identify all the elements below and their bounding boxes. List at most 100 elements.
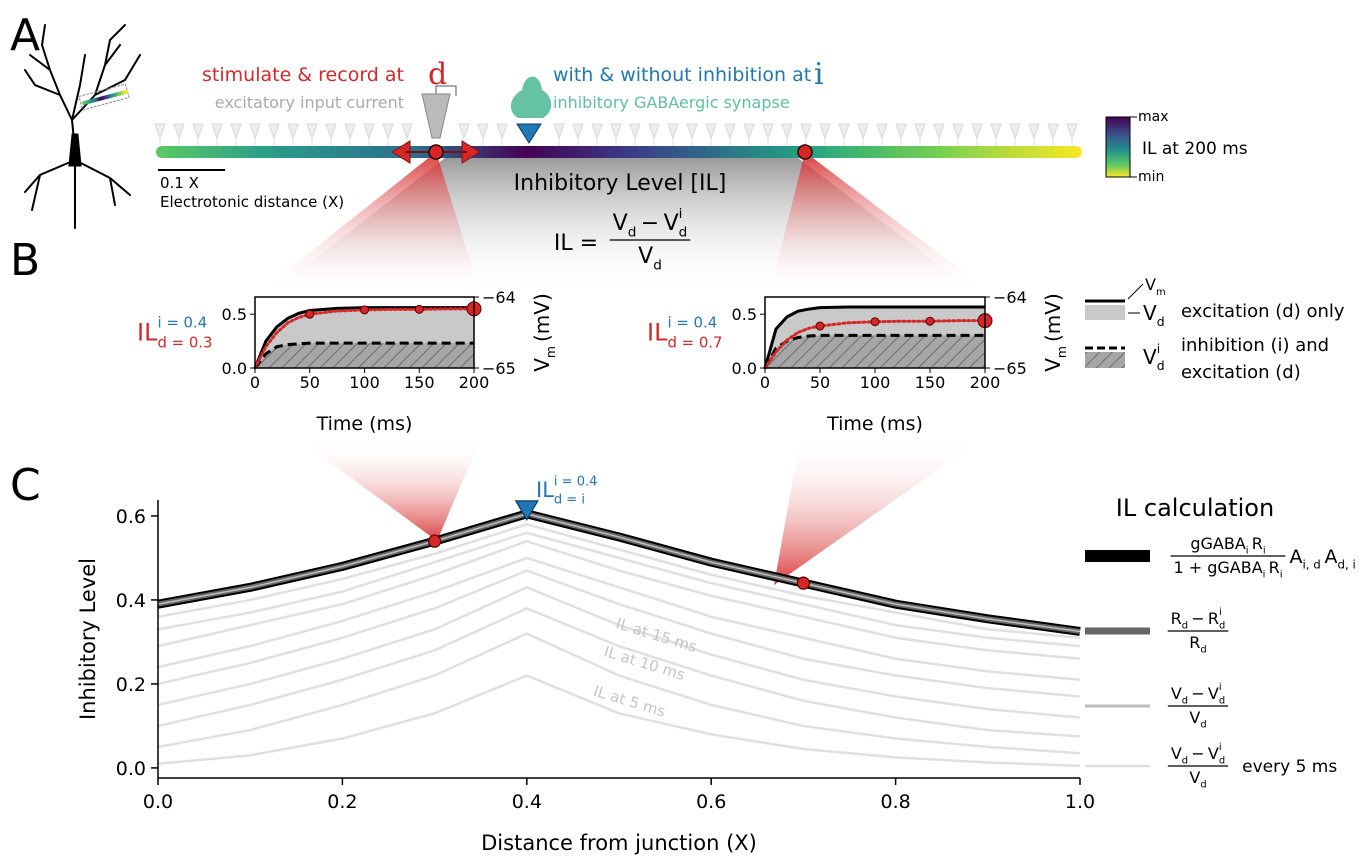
input-pin bbox=[1066, 123, 1078, 140]
math-text: V bbox=[530, 358, 554, 372]
x-tick-label: 150 bbox=[404, 373, 435, 392]
y-tick-label: 0.0 bbox=[116, 758, 146, 780]
math-text: V bbox=[1145, 275, 1156, 294]
math-subscript: m bbox=[1156, 287, 1166, 298]
math-subscript: d bbox=[1200, 645, 1206, 656]
y-axis-title: Inhibitory Level bbox=[76, 558, 100, 720]
y-tick-label: 0.2 bbox=[116, 674, 146, 696]
math-superscript: i bbox=[679, 206, 683, 222]
legend-formula-denominator: 1 + gGABAi Ri bbox=[1173, 558, 1282, 581]
line bbox=[253, 306, 474, 369]
x-tick-label: 0.2 bbox=[327, 791, 357, 813]
math-text: A bbox=[1325, 546, 1338, 568]
math-text: − bbox=[1191, 609, 1204, 628]
math-subscript: d bbox=[1182, 756, 1188, 767]
input-pin bbox=[990, 123, 1002, 140]
math-text: V bbox=[613, 211, 628, 236]
gaba-synapse bbox=[510, 76, 552, 118]
input-pin bbox=[743, 123, 755, 140]
zoom-funnel bbox=[774, 440, 980, 585]
y-tick-label: 0.4 bbox=[116, 590, 146, 612]
math-superscript: i bbox=[1219, 742, 1222, 753]
colorbar-min: min bbox=[1138, 169, 1164, 185]
x-tick-label: 50 bbox=[300, 373, 320, 392]
input-pin bbox=[192, 123, 204, 140]
math-subscript: m bbox=[1054, 346, 1069, 358]
line bbox=[253, 341, 474, 369]
input-pin bbox=[268, 123, 280, 140]
input-pin bbox=[819, 123, 831, 140]
cable bbox=[156, 146, 1082, 158]
input-pin bbox=[230, 123, 242, 140]
math-text: R bbox=[1171, 609, 1182, 628]
input-pin bbox=[249, 123, 261, 140]
input-pin bbox=[306, 123, 318, 140]
math-subscript: i bbox=[1263, 546, 1266, 557]
colorbar-max: max bbox=[1138, 109, 1169, 125]
formula-denominator: Vd bbox=[638, 244, 662, 274]
math-superscript: i = 0.4 bbox=[554, 474, 598, 489]
x-tick-label: 0.0 bbox=[143, 791, 173, 813]
x-tick-label: 0 bbox=[250, 373, 260, 392]
y-tick-label: 0.0 bbox=[222, 359, 247, 378]
input-pin bbox=[686, 123, 698, 140]
x-axis-title: Time (ms) bbox=[316, 413, 413, 435]
y-tick-label: 0.5 bbox=[732, 305, 757, 324]
math-subscript: d = 0.3 bbox=[157, 334, 212, 352]
math-subscript: d = 0.7 bbox=[667, 334, 722, 352]
math-subscript: d bbox=[1219, 756, 1225, 767]
math-superscript: i bbox=[1157, 341, 1160, 356]
d-label: d bbox=[428, 57, 447, 92]
input-pin bbox=[971, 123, 983, 140]
panel-label: C bbox=[10, 460, 41, 511]
math-subscript: d bbox=[653, 258, 662, 274]
math-text: V bbox=[1171, 684, 1182, 703]
y-tick-label: 0.0 bbox=[732, 359, 757, 378]
math-text: (mV) bbox=[530, 293, 554, 342]
math-text: − bbox=[641, 211, 659, 236]
input-pin bbox=[1047, 123, 1059, 140]
line bbox=[157, 586, 1081, 719]
math-subscript: d bbox=[1157, 358, 1165, 373]
math-text: V bbox=[1208, 684, 1219, 703]
math-subscript: i, d bbox=[1303, 558, 1321, 572]
input-pin bbox=[1028, 123, 1040, 140]
math-text: R bbox=[1269, 558, 1280, 577]
input-pin bbox=[781, 123, 793, 140]
math-text: 1 + gGABA bbox=[1173, 558, 1262, 577]
legend-note: every 5 ms bbox=[1242, 757, 1337, 777]
input-pin bbox=[724, 123, 736, 140]
x-tick-label: 200 bbox=[459, 373, 490, 392]
math-text: R bbox=[1252, 534, 1263, 553]
input-pin bbox=[363, 123, 375, 140]
math-superscript: i bbox=[1219, 607, 1222, 618]
math-subscript: d bbox=[1182, 696, 1188, 707]
legend-math: Vd bbox=[1143, 301, 1165, 329]
legend-swatch bbox=[1085, 305, 1125, 320]
legend-math: Vdi bbox=[1143, 341, 1165, 373]
math-text: V bbox=[1143, 345, 1157, 369]
line bbox=[157, 569, 1081, 698]
distance-label: Electrotonic distance (X) bbox=[160, 193, 344, 211]
math-text: A bbox=[1290, 546, 1303, 568]
x-tick-label: 0.4 bbox=[512, 791, 542, 813]
line bbox=[763, 305, 985, 369]
math-text: IL bbox=[647, 319, 668, 347]
math-text: V bbox=[1041, 358, 1065, 372]
il-label: ILd = 0.7 i = 0.4 bbox=[647, 313, 722, 351]
panel-label: A bbox=[10, 10, 40, 61]
legend-formula-numerator: Vd − Vdi bbox=[1171, 682, 1225, 707]
line bbox=[157, 531, 1081, 648]
math-subscript: d bbox=[1182, 621, 1188, 632]
math-text: V bbox=[638, 244, 653, 269]
line bbox=[157, 556, 1081, 681]
input-pin bbox=[458, 123, 470, 140]
math-text: V bbox=[1171, 744, 1182, 763]
math-text: IL bbox=[137, 319, 158, 347]
il-label: ILd = 0.3 i = 0.4 bbox=[137, 313, 212, 351]
input-pin bbox=[287, 123, 299, 140]
math-subscript: d bbox=[679, 225, 688, 241]
marker bbox=[414, 304, 424, 314]
